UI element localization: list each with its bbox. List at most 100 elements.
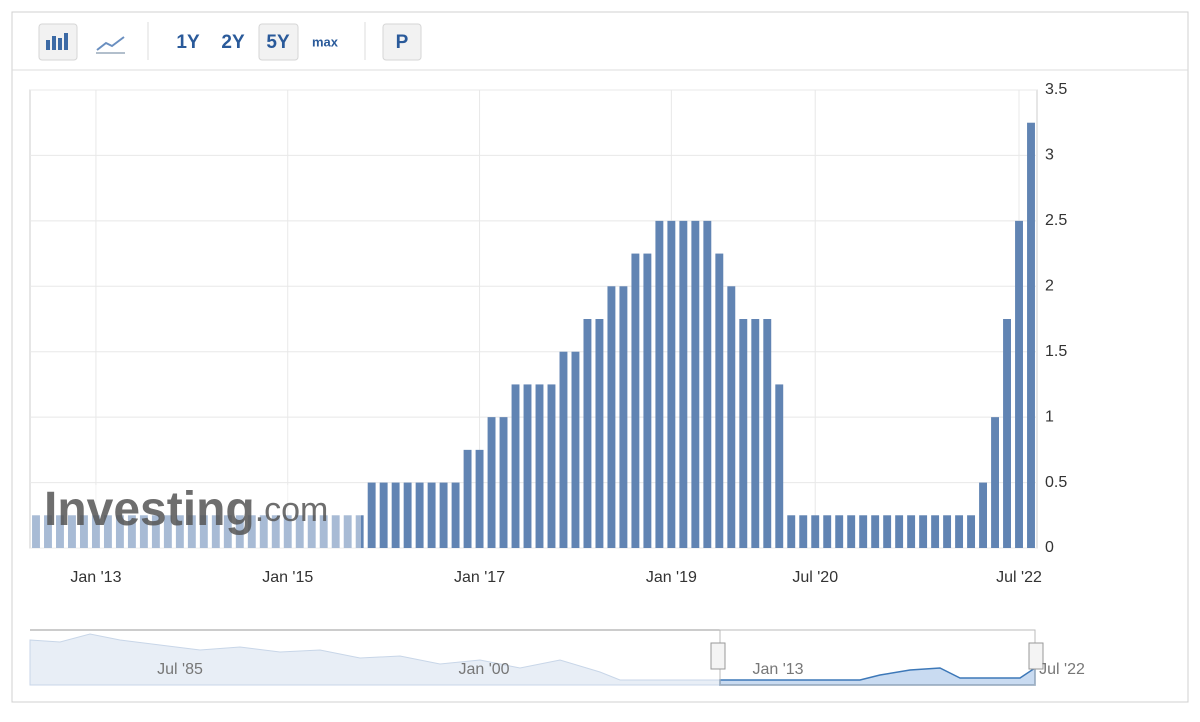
bar [283, 515, 292, 548]
bar [247, 515, 256, 548]
bar [643, 253, 652, 549]
bar [151, 515, 160, 548]
bar [415, 482, 424, 548]
bar [523, 384, 532, 548]
bar [319, 515, 328, 548]
x-tick-label: Jan '13 [70, 569, 121, 586]
bar [139, 515, 148, 548]
bar [343, 515, 352, 548]
navigator-handle[interactable] [1028, 642, 1044, 670]
p-button-bg [382, 23, 422, 61]
bar [451, 482, 460, 548]
y-tick-label: 0 [1045, 539, 1054, 556]
bar [679, 220, 688, 548]
range-5y[interactable]: 5Y [266, 32, 290, 53]
bar [127, 515, 136, 548]
bar [355, 515, 364, 548]
watermark-brand: Investing [44, 483, 255, 536]
bar [991, 417, 999, 548]
navigator-handle[interactable] [710, 642, 726, 670]
navigator [29, 629, 1044, 686]
bar [103, 515, 112, 548]
y-tick-label: 0.5 [1045, 474, 1067, 491]
bar [895, 515, 904, 548]
bar [91, 515, 100, 548]
bar [367, 482, 376, 548]
y-tick-label: 1 [1045, 408, 1054, 425]
bar [943, 515, 952, 548]
bar [859, 515, 868, 548]
bar [847, 515, 856, 548]
bar [691, 220, 700, 548]
bar [607, 286, 616, 548]
range-2y[interactable]: 2Y [221, 32, 245, 53]
bar [487, 417, 496, 548]
bar [931, 515, 940, 548]
bar [775, 384, 784, 548]
bar [763, 319, 772, 548]
bar [235, 515, 244, 548]
bar [439, 482, 448, 548]
bar [163, 515, 172, 548]
bar [547, 384, 556, 548]
x-tick-label: Jul '22 [996, 569, 1042, 586]
line-chart-button[interactable] [96, 36, 125, 54]
y-tick-label: 3.5 [1045, 81, 1067, 98]
bar [56, 515, 64, 548]
bar [187, 515, 196, 548]
selected-range [258, 23, 299, 61]
x-tick-label: Jan '15 [262, 569, 313, 586]
watermark-veil [31, 485, 361, 548]
bar [535, 384, 544, 548]
bar [211, 515, 220, 548]
bar [919, 515, 928, 548]
bar [823, 515, 832, 548]
y-tick-label: 2 [1045, 278, 1054, 295]
range-1y[interactable]: 1Y [176, 32, 200, 53]
bar [751, 319, 760, 548]
bar-icon [46, 33, 68, 50]
bar [295, 515, 304, 548]
bar [175, 515, 184, 548]
bar [811, 515, 820, 548]
p-button[interactable]: P [396, 32, 409, 53]
bar [68, 515, 76, 548]
bar [1003, 319, 1011, 548]
navigator-label: Jul '22 [1039, 661, 1085, 678]
bar [583, 319, 592, 548]
bar [1015, 220, 1023, 548]
bar [307, 515, 316, 548]
navigator-label: Jan '13 [752, 661, 803, 678]
bar [715, 253, 724, 549]
watermark-suffix: .com [255, 491, 329, 529]
bar [655, 220, 664, 548]
bar [331, 515, 340, 548]
bar [79, 515, 88, 548]
bar [703, 220, 712, 548]
range-max[interactable]: max [312, 34, 339, 49]
y-tick-label: 2.5 [1045, 212, 1067, 229]
bar [391, 482, 400, 548]
bar [379, 482, 388, 548]
bar [967, 515, 976, 548]
bar [115, 515, 124, 548]
bar [475, 449, 484, 548]
bar [835, 515, 844, 548]
bar [403, 482, 412, 548]
bar [199, 515, 208, 548]
bar [727, 286, 736, 548]
bar [463, 449, 472, 548]
bar [271, 515, 280, 548]
navigator-label: Jan '00 [458, 661, 509, 678]
navigator-history [29, 633, 721, 686]
bar [511, 384, 520, 548]
bar [259, 515, 268, 548]
bar [799, 515, 808, 548]
bar [223, 515, 232, 548]
bar [955, 515, 964, 548]
bar [907, 515, 916, 548]
x-tick-label: Jan '19 [646, 569, 697, 586]
bar [739, 319, 748, 548]
y-tick-label: 3 [1045, 147, 1054, 164]
